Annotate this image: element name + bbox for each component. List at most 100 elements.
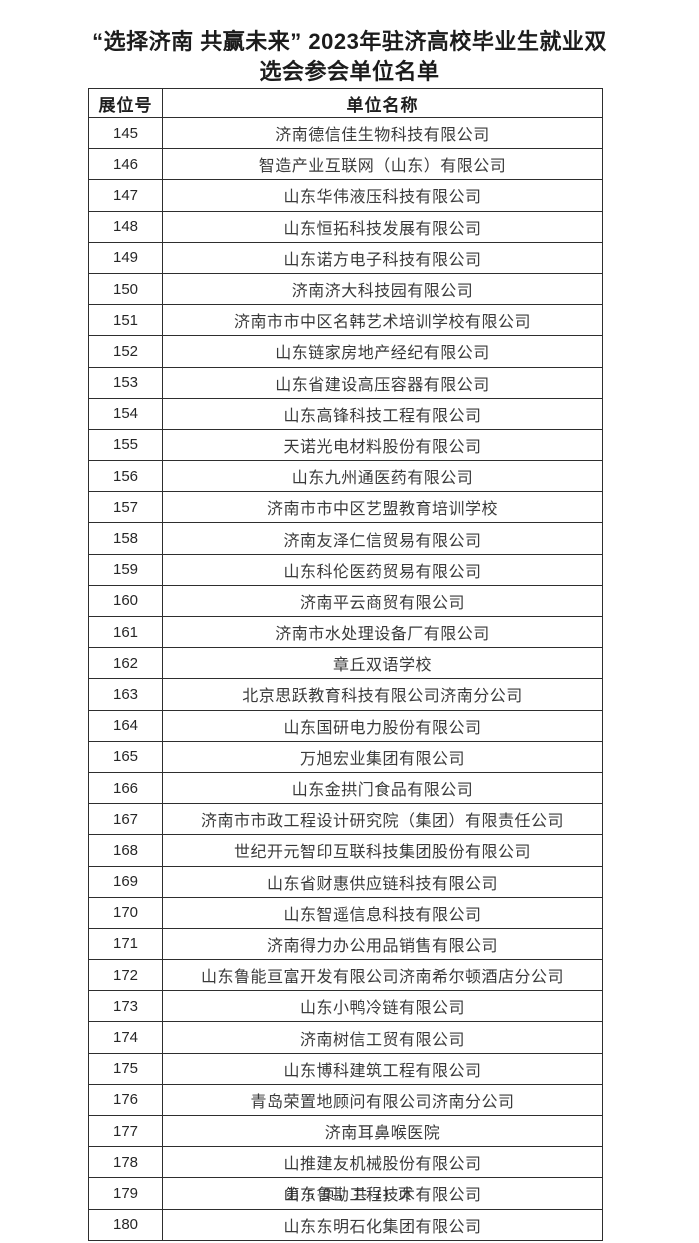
booth-number-cell: 145 [88,116,163,150]
table-row: 173 山东小鸭冷链有限公司 [88,990,603,1023]
company-name-cell: 山东博科建筑工程有限公司 [162,1052,603,1085]
page-title: “选择济南 共赢未来” 2023年驻济高校毕业生就业双 选会参会单位名单 [60,27,639,87]
company-name-cell: 山东诺方电子科技有限公司 [162,241,603,274]
table-row: 156 山东九州通医药有限公司 [88,460,603,493]
booth-number-cell: 146 [88,148,163,181]
company-name-cell: 山东省建设高压容器有限公司 [162,366,603,399]
table-body: 145 济南德信佳生物科技有限公司 146 智造产业互联网（山东）有限公司 14… [88,116,603,1241]
table-row: 176 青岛荣置地顾问有限公司济南分公司 [88,1083,603,1117]
company-name-cell: 济南济大科技园有限公司 [162,272,603,306]
table-row: 168 世纪开元智印互联科技集团股份有限公司 [88,834,603,867]
company-name-cell: 世纪开元智印互联科技集团股份有限公司 [162,834,603,867]
company-name-cell: 青岛荣置地顾问有限公司济南分公司 [162,1083,603,1117]
booth-number-cell: 163 [88,678,163,711]
booth-number-cell: 164 [88,709,163,742]
table-row: 177 济南耳鼻喉医院 [88,1114,603,1148]
booth-number-cell: 173 [88,990,163,1023]
table-row: 179 山东鲁勘工程技术有限公司 [88,1177,603,1210]
company-name-cell: 山东鲁勘工程技术有限公司 [162,1177,603,1210]
company-name-cell: 山东九州通医药有限公司 [162,460,603,493]
company-name-cell: 济南耳鼻喉医院 [162,1114,603,1148]
table-row: 151 济南市市中区名韩艺术培训学校有限公司 [88,304,603,337]
company-name-cell: 济南市水处理设备厂有限公司 [162,615,603,649]
company-name-cell: 山东国研电力股份有限公司 [162,709,603,742]
table-row: 148 山东恒拓科技发展有限公司 [88,210,603,243]
company-name-cell: 北京思跃教育科技有限公司济南分公司 [162,678,603,711]
booth-number-cell: 157 [88,491,163,524]
company-name-cell: 济南树信工贸有限公司 [162,1021,603,1054]
table-row: 180 山东东明石化集团有限公司 [88,1208,603,1241]
table-row: 155 天诺光电材料股份有限公司 [88,428,603,462]
booth-number-cell: 165 [88,740,163,773]
booth-number-cell: 167 [88,803,163,836]
company-name-cell: 山东恒拓科技发展有限公司 [162,210,603,243]
company-name-cell: 山东鲁能亘富开发有限公司济南希尔顿酒店分公司 [162,959,603,992]
booth-number-cell: 150 [88,272,163,306]
company-name-cell: 济南市市政工程设计研究院（集团）有限责任公司 [162,803,603,836]
table-row: 166 山东金拱门食品有限公司 [88,771,603,805]
booth-number-cell: 161 [88,615,163,649]
company-name-cell: 山东链家房地产经纪有限公司 [162,335,603,368]
company-name-cell: 万旭宏业集团有限公司 [162,740,603,773]
company-name-cell: 济南市市中区名韩艺术培训学校有限公司 [162,304,603,337]
booth-number-cell: 172 [88,959,163,992]
table-row: 178 山推建友机械股份有限公司 [88,1146,603,1179]
table-row: 170 山东智遥信息科技有限公司 [88,896,603,929]
booth-number-cell: 177 [88,1114,163,1148]
company-name-cell: 山东省财惠供应链科技有限公司 [162,865,603,898]
company-name-cell: 山东金拱门食品有限公司 [162,771,603,805]
booth-number-cell: 159 [88,553,163,586]
company-name-cell: 山东智遥信息科技有限公司 [162,896,603,929]
table-header-row: 展位号 单位名称 [88,88,603,118]
company-name-cell: 山推建友机械股份有限公司 [162,1146,603,1179]
table-row: 169 山东省财惠供应链科技有限公司 [88,865,603,898]
table-row: 147 山东华伟液压科技有限公司 [88,179,603,212]
booth-number-cell: 162 [88,647,163,680]
booth-number-cell: 160 [88,584,163,618]
table-row: 145 济南德信佳生物科技有限公司 [88,116,603,150]
booth-number-cell: 179 [88,1177,163,1210]
company-name-cell: 济南得力办公用品销售有限公司 [162,927,603,961]
company-name-cell: 山东小鸭冷链有限公司 [162,990,603,1023]
booth-number-cell: 158 [88,522,163,555]
company-name-cell: 济南德信佳生物科技有限公司 [162,116,603,150]
units-table: 展位号 单位名称 145 济南德信佳生物科技有限公司 146 智造产业互联网（山… [88,88,603,1241]
header-cell-unit-name: 单位名称 [162,88,603,118]
page-footer: 第 5 页，共 11 页 [285,1188,414,1203]
page-title-line1: “选择济南 共赢未来” 2023年驻济高校毕业生就业双 [92,29,607,54]
table-row: 150 济南济大科技园有限公司 [88,272,603,306]
table-row: 163 北京思跃教育科技有限公司济南分公司 [88,678,603,711]
booth-number-cell: 170 [88,896,163,929]
booth-number-cell: 154 [88,397,163,430]
table-row: 159 山东科伦医药贸易有限公司 [88,553,603,586]
table-row: 164 山东国研电力股份有限公司 [88,709,603,742]
booth-number-cell: 176 [88,1083,163,1117]
booth-number-cell: 175 [88,1052,163,1085]
company-name-cell: 智造产业互联网（山东）有限公司 [162,148,603,181]
company-name-cell: 山东东明石化集团有限公司 [162,1208,603,1241]
table-row: 157 济南市市中区艺盟教育培训学校 [88,491,603,524]
booth-number-cell: 169 [88,865,163,898]
table-row: 149 山东诺方电子科技有限公司 [88,241,603,274]
table-row: 167 济南市市政工程设计研究院（集团）有限责任公司 [88,803,603,836]
table-row: 146 智造产业互联网（山东）有限公司 [88,148,603,181]
company-name-cell: 济南友泽仁信贸易有限公司 [162,522,603,555]
booth-number-cell: 149 [88,241,163,274]
booth-number-cell: 174 [88,1021,163,1054]
company-name-cell: 济南平云商贸有限公司 [162,584,603,618]
table-row: 165 万旭宏业集团有限公司 [88,740,603,773]
booth-number-cell: 180 [88,1208,163,1241]
table-row: 171 济南得力办公用品销售有限公司 [88,927,603,961]
table-row: 153 山东省建设高压容器有限公司 [88,366,603,399]
table-row: 162 章丘双语学校 [88,647,603,680]
booth-number-cell: 152 [88,335,163,368]
booth-number-cell: 148 [88,210,163,243]
booth-number-cell: 155 [88,428,163,462]
company-name-cell: 山东华伟液压科技有限公司 [162,179,603,212]
table-row: 161 济南市水处理设备厂有限公司 [88,615,603,649]
page-title-line2: 选会参会单位名单 [259,59,440,84]
booth-number-cell: 147 [88,179,163,212]
table-row: 158 济南友泽仁信贸易有限公司 [88,522,603,555]
booth-number-cell: 168 [88,834,163,867]
